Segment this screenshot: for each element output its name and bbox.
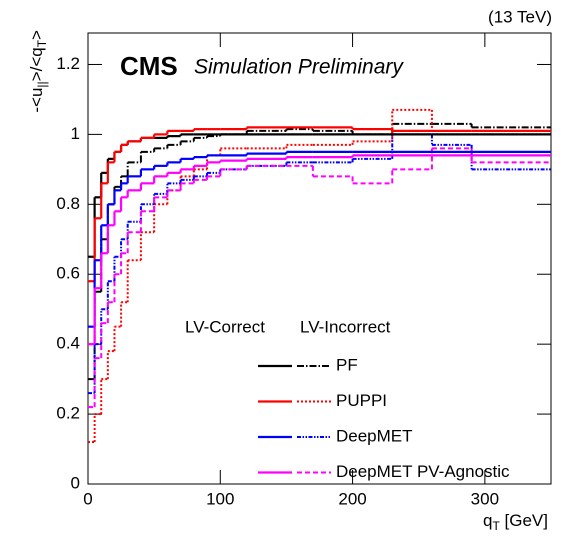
x-label-sub: T xyxy=(492,519,500,533)
x-tick-label: 0 xyxy=(83,489,92,508)
y-label-part: > xyxy=(27,30,46,40)
y-tick-label: 0.2 xyxy=(56,404,80,423)
y-label-part: -<u xyxy=(27,88,46,113)
x-tick-label: 100 xyxy=(206,489,234,508)
x-tick-label: 300 xyxy=(471,489,499,508)
y-tick-label: 0.6 xyxy=(56,264,80,283)
y-tick-label: 0.8 xyxy=(56,194,80,213)
plot-frame xyxy=(87,32,552,485)
legend-label: PUPPI xyxy=(336,391,387,410)
x-label-part: q xyxy=(483,511,492,530)
legend-label: DeepMET PV-Agnostic xyxy=(336,462,510,481)
chart-title: (13 TeV) xyxy=(488,7,552,26)
y-tick-label: 0.4 xyxy=(56,334,80,353)
y-tick-label: 0 xyxy=(71,473,80,492)
y-label-sub: || xyxy=(35,81,49,87)
y-label-part: >/<q xyxy=(27,47,46,81)
legend-label: PF xyxy=(336,355,358,374)
y-label-sub: T xyxy=(35,39,49,47)
x-tick-label: 200 xyxy=(338,489,366,508)
y-axis-label: -<u||>/<qT> xyxy=(27,30,49,113)
subtitle: Simulation Preliminary xyxy=(194,56,404,79)
x-axis-label: qT [GeV] xyxy=(483,511,548,533)
legend-header: LV-Incorrect xyxy=(300,317,391,336)
y-tick-label: 1.2 xyxy=(56,54,80,73)
experiment-label: CMS xyxy=(120,51,178,81)
x-label-part: [GeV] xyxy=(500,511,548,530)
legend-header: LV-Correct xyxy=(185,317,265,336)
y-tick-label: 1 xyxy=(71,124,80,143)
legend-label: DeepMET xyxy=(336,426,413,445)
